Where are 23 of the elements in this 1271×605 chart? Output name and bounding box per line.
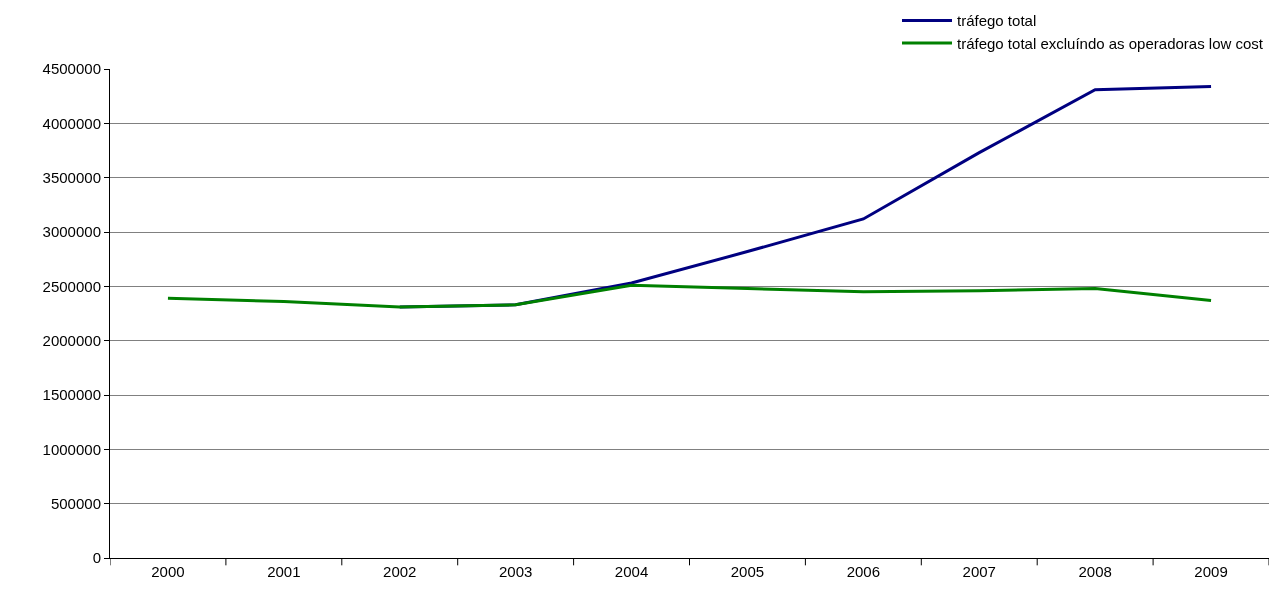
y-tick-label: 500000 bbox=[50, 494, 101, 512]
x-tick-label: 2009 bbox=[1194, 563, 1228, 580]
legend-label: tráfego total excluíndo as operadoras low cost bbox=[957, 34, 1264, 52]
line-series bbox=[166, 283, 1213, 309]
x-tick-label: 2004 bbox=[614, 563, 649, 580]
y-tick-label: 3500000 bbox=[42, 168, 101, 186]
y-tick-label: 4500000 bbox=[42, 60, 101, 78]
y-tick-label: 0 bbox=[92, 549, 101, 567]
y-tick-label: 1500000 bbox=[42, 386, 101, 404]
x-tick-label: 2000 bbox=[151, 563, 185, 580]
y-tick-label: 2000000 bbox=[42, 331, 101, 349]
y-tick-label: 4000000 bbox=[42, 114, 101, 132]
x-tick-label: 2006 bbox=[846, 563, 881, 580]
y-tick-label: 2500000 bbox=[42, 277, 101, 295]
y-tick-label: 3000000 bbox=[42, 223, 101, 241]
x-tick-label: 2002 bbox=[383, 563, 417, 580]
x-tick-label: 2005 bbox=[730, 563, 765, 580]
x-tick-label: 2007 bbox=[962, 563, 996, 580]
x-tick-label: 2008 bbox=[1078, 563, 1112, 580]
x-tick-label: 2001 bbox=[267, 563, 301, 580]
x-tick-label: 2003 bbox=[498, 563, 533, 580]
y-tick-label: 1000000 bbox=[42, 440, 101, 458]
legend-label: tráfego total bbox=[957, 12, 1037, 30]
